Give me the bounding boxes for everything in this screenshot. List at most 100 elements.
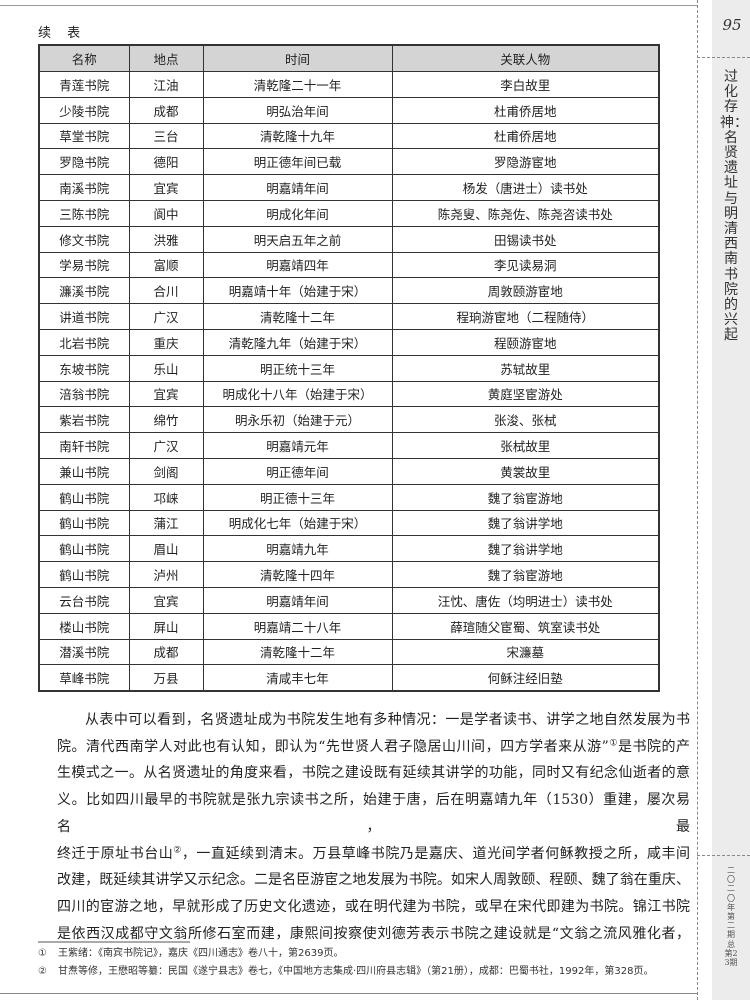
table-cell: 明正德年间: [202, 457, 393, 485]
table-continued-label: 续 表: [38, 26, 87, 41]
table-cell: 薛瑄随父宦蜀、筑室读书处: [391, 612, 660, 640]
table-row: 鹤山书院 泸州 清乾隆十四年 魏了翁宦游地: [38, 561, 660, 588]
table-cell: 程颐游宦地: [391, 328, 660, 356]
table-cell: 明嘉靖四年: [202, 251, 393, 279]
table-row: 三陈书院 阆中 明成化年间 陈尧叟、陈尧佐、陈尧咨读书处: [38, 199, 660, 227]
table-cell: 万县: [128, 664, 204, 692]
table-cell: 张栻故里: [391, 432, 660, 459]
footnote-2: ② 甘焘等修，王懋昭等纂：民国《遂宁县志》卷七，《中国地方志集成·四川府县志辑》（…: [38, 966, 688, 978]
academies-table: 名称 地点 时间 关联人物 青莲书院 江油 清乾隆二十一年 李白故里 少陵书院 成都 明弘治年间杜…: [38, 44, 660, 693]
table-cell: 修文书院: [38, 225, 130, 253]
table-cell: 魏了翁宦游地: [391, 483, 660, 511]
footnote-ref[interactable]: ①: [608, 738, 618, 749]
table-row: 东坡书院 乐山 明正统十三年 苏轼故里: [38, 354, 660, 382]
body-text: ，一直延续到清末。万县草峰书院乃是嘉庆、道光间学者何稣教授之所，咸丰间: [181, 845, 690, 862]
table-cell: 东坡书院: [38, 354, 130, 382]
bottom-rule: [0, 993, 697, 994]
table-cell: 李见读易洞: [391, 251, 660, 279]
table-cell: 程珦游宦地（二程随侍）: [391, 303, 660, 330]
table-cell: 成都: [128, 96, 204, 124]
table-cell: 鹤山书院: [38, 535, 130, 563]
table-cell: 青莲书院: [38, 71, 130, 98]
table-row: 讲道书院 广汉 清乾隆十二年 程珦游宦地（二程随侍）: [38, 303, 660, 330]
table-cell: 明嘉靖二十八年: [202, 612, 393, 640]
table-row: 濂溪书院 合川 明嘉靖十年（始建于宋） 周敦颐游宦地: [38, 277, 660, 305]
table-cell: 屏山: [128, 612, 204, 640]
table-cell: 少陵书院: [38, 96, 130, 124]
table-cell: 泸州: [128, 561, 204, 588]
table-cell: 清乾隆九年（始建于宋）: [202, 328, 393, 356]
footnote-text: 甘焘等修，王懋昭等纂：民国《遂宁县志》卷七，《中国地方志集成·四川府县志辑》（第…: [58, 966, 654, 977]
table-cell: 讲道书院: [38, 303, 130, 330]
table-cell: 阆中: [128, 199, 204, 227]
table-cell: 南溪书院: [38, 174, 130, 201]
table-cell: 明成化七年（始建于宋）: [202, 509, 393, 537]
table-cell: 黄庭坚宦游处: [391, 380, 660, 408]
table-cell: 罗隐游宦地: [391, 148, 660, 176]
table-cell: 合川: [128, 277, 204, 305]
table-cell: 江油: [128, 71, 204, 98]
table-cell: 明弘治年间: [202, 96, 393, 124]
table-cell: 周敦颐游宦地: [391, 277, 660, 305]
table-row: 南轩书院 广汉 明嘉靖元年 张栻故里: [38, 432, 660, 459]
table-cell: 云台书院: [38, 586, 130, 614]
table-row: 修文书院 洪雅 明天启五年之前 田锡读书处: [38, 225, 660, 253]
body-text: 终迁于原址书台山: [57, 845, 174, 862]
footnote-ref[interactable]: ②: [173, 844, 182, 855]
table-row: 鹤山书院 蒲江 明成化七年（始建于宋） 魏了翁讲学地: [38, 509, 660, 537]
table-cell: 草峰书院: [38, 664, 130, 692]
margin-divider: [697, 0, 698, 1000]
body-line: 改建，既延续其讲学又示纪念。二是名臣游宦之地发展为书院。如宋人周敦颐、程颐、魏了…: [57, 872, 690, 889]
footnote-rule: [38, 941, 190, 943]
table-cell: 三台: [128, 122, 204, 150]
table-cell: 魏了翁讲学地: [391, 535, 660, 563]
table-cell: 明天启五年之前: [202, 225, 393, 253]
table-cell: 李白故里: [391, 71, 660, 98]
body-line: 从表中可以看到，名贤遗址成为书院发生地有多种情况：一是学者读书、讲学之地自然发展…: [85, 712, 690, 728]
table-cell: 广汉: [128, 432, 204, 459]
table-row: 鹤山书院 邛崃 明正德十三年 魏了翁宦游地: [38, 483, 660, 511]
table-cell: 明嘉靖元年: [202, 432, 393, 459]
table-row: 兼山书院 剑阁 明正德年间 黄裳故里: [38, 457, 660, 485]
table-cell: 兼山书院: [38, 457, 130, 485]
table-row: 紫岩书院 绵竹 明永乐初（始建于元） 张浚、张栻: [38, 406, 660, 434]
table-cell: 鹤山书院: [38, 561, 130, 588]
margin-divider-top: [697, 57, 750, 58]
table-cell: 明正德十三年: [202, 483, 393, 511]
table-cell: 北岩书院: [38, 328, 130, 356]
footnote-number: ①: [38, 948, 47, 959]
table-cell: 明成化年间: [202, 199, 393, 227]
table-cell: 宜宾: [128, 380, 204, 408]
table-cell: 苏轼故里: [391, 354, 660, 382]
table-cell: 黄裳故里: [391, 457, 660, 485]
side-panel: [712, 0, 750, 1000]
top-rule: [0, 5, 697, 6]
table-cell: 宜宾: [128, 586, 204, 614]
table-cell: 明嘉靖九年: [202, 535, 393, 563]
table-row: 草峰书院 万县 清咸丰七年 何稣注经旧塾: [38, 664, 660, 692]
table-cell: 清乾隆十二年: [202, 303, 393, 330]
table-cell: 张浚、张栻: [391, 406, 660, 434]
table-row: 罗隐书院 德阳 明正德年间已载 罗隐游宦地: [38, 148, 660, 176]
footnote-1: ① 王紫绪：《南宾书院记》，嘉庆《四川通志》卷八十，第2639页。: [38, 948, 688, 960]
table-row: 学易书院 富顺 明嘉靖四年 李见读易洞: [38, 251, 660, 279]
margin-divider-bottom: [697, 855, 750, 856]
table-cell: 草堂书院: [38, 122, 130, 150]
table-cell: 陈尧叟、陈尧佐、陈尧咨读书处: [391, 199, 660, 227]
body-line: 四川的宦游之地，早就形成了历史文化遗迹，或在明代建为书院，或早在宋代即建为书院。…: [57, 898, 690, 915]
table-cell: 杨发（唐进士）读书处: [391, 174, 660, 201]
table-row: 南溪书院 宜宾 明嘉靖年间 杨发（唐进士）读书处: [38, 174, 660, 201]
table-cell: 明嘉靖年间: [202, 174, 393, 201]
table-cell: 南轩书院: [38, 432, 130, 459]
table-cell: 杜甫侨居地: [391, 122, 660, 150]
table-cell: 田锡读书处: [391, 225, 660, 253]
table-cell: 魏了翁讲学地: [391, 509, 660, 537]
table-row: 鹤山书院 眉山 明嘉靖九年 魏了翁讲学地: [38, 535, 660, 563]
column-header: 地点: [128, 44, 204, 72]
table-cell: 鹤山书院: [38, 483, 130, 511]
table-cell: 清咸丰七年: [202, 664, 393, 692]
table-cell: 罗隐书院: [38, 148, 130, 176]
column-header: 名称: [38, 44, 130, 72]
body-line: 院。清代西南学人对此也有认知，即认为“先世贤人君子隐居山川间，四方学者来从游”①…: [57, 734, 690, 761]
table-cell: 清乾隆十二年: [202, 638, 393, 666]
